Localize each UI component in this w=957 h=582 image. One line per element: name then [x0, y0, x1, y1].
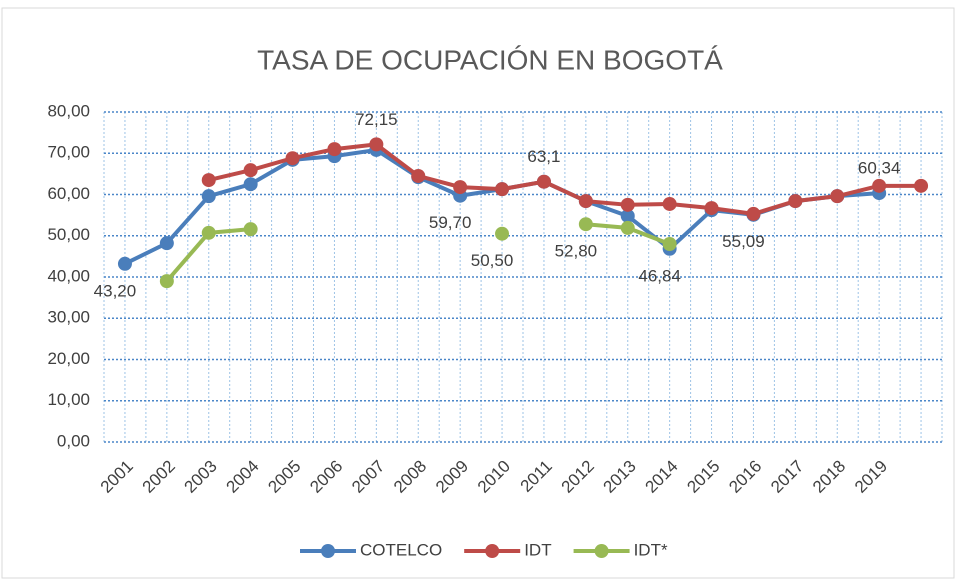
data-label: 59,70 — [429, 213, 472, 232]
data-label: 50,50 — [471, 251, 514, 270]
data-point — [872, 178, 887, 193]
data-label: 72,15 — [355, 110, 398, 129]
legend-marker — [485, 544, 500, 558]
data-label: 63,1 — [527, 147, 560, 166]
y-tick-label: 10,00 — [47, 390, 90, 409]
data-point — [746, 206, 761, 221]
data-point — [620, 197, 635, 212]
data-point — [411, 168, 426, 183]
y-tick-label: 60,00 — [47, 184, 90, 203]
data-point — [578, 194, 593, 209]
data-point — [495, 226, 510, 241]
y-tick-label: 80,00 — [47, 101, 90, 120]
legend-label: IDT — [524, 540, 551, 559]
data-point — [620, 220, 635, 235]
data-point — [914, 178, 929, 193]
data-label: 43,20 — [94, 281, 137, 300]
data-label: 60,34 — [858, 159, 901, 178]
data-point — [285, 151, 300, 166]
data-label: 52,80 — [555, 242, 598, 261]
y-tick-label: 50,00 — [47, 225, 90, 244]
data-point — [620, 208, 635, 223]
chart-title: TASA DE OCUPACIÓN EN BOGOTÁ — [257, 44, 723, 75]
data-point — [327, 142, 342, 157]
data-point — [201, 189, 216, 204]
data-point — [201, 173, 216, 188]
data-point — [453, 180, 468, 195]
data-point — [159, 236, 174, 251]
series-line — [208, 142, 922, 216]
data-point — [201, 225, 216, 240]
y-tick-label: 0,00 — [57, 431, 90, 450]
y-tick-label: 70,00 — [47, 143, 90, 162]
data-point — [495, 182, 510, 197]
data-point — [662, 237, 677, 251]
data-point — [704, 201, 719, 216]
legend-marker — [321, 544, 335, 558]
data-label: 46,84 — [638, 266, 681, 285]
data-point — [159, 274, 174, 289]
chart-frame — [1, 7, 955, 579]
data-point — [788, 194, 803, 209]
data-point — [536, 174, 551, 189]
legend-label: COTELCO — [360, 540, 442, 559]
data-point — [662, 196, 677, 211]
data-point — [243, 177, 258, 192]
y-tick-label: 40,00 — [47, 266, 90, 285]
data-point — [117, 256, 132, 271]
data-point — [243, 222, 258, 237]
data-label: 55,09 — [722, 232, 765, 251]
data-point — [830, 189, 845, 204]
y-tick-label: 20,00 — [47, 349, 90, 368]
data-point — [243, 163, 258, 178]
y-tick-label: 30,00 — [47, 308, 90, 327]
data-point — [369, 137, 384, 152]
legend-marker — [594, 544, 609, 558]
legend-label: IDT* — [634, 540, 668, 559]
data-point — [578, 217, 593, 232]
